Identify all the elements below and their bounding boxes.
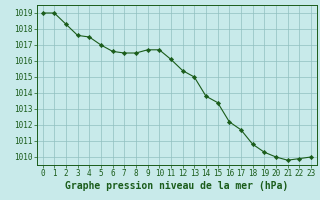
X-axis label: Graphe pression niveau de la mer (hPa): Graphe pression niveau de la mer (hPa): [65, 181, 288, 191]
